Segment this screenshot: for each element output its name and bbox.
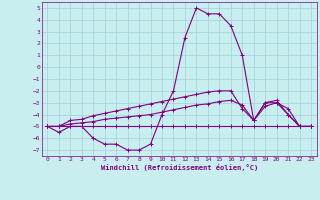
X-axis label: Windchill (Refroidissement éolien,°C): Windchill (Refroidissement éolien,°C) xyxy=(100,164,258,171)
